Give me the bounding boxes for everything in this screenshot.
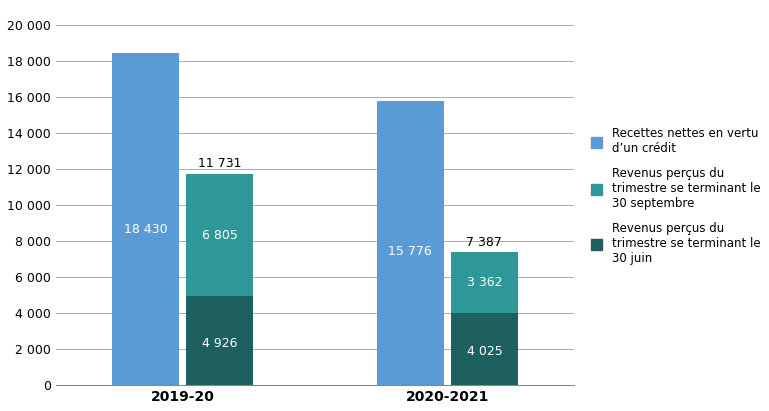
Bar [186,296,253,385]
Bar [377,101,444,385]
Text: 7 387: 7 387 [467,236,502,249]
Legend: Recettes nettes en vertu
d’un crédit, Revenus perçus du
trimestre se terminant l: Recettes nettes en vertu d’un crédit, Re… [591,127,761,265]
Text: 4 926: 4 926 [202,337,238,350]
Text: 6 805: 6 805 [201,229,238,242]
Text: 11 731: 11 731 [198,157,241,170]
Bar [451,313,518,385]
Text: 18 430: 18 430 [124,223,168,236]
Text: 3 362: 3 362 [467,276,502,289]
Text: 15 776: 15 776 [388,245,432,258]
Bar [186,174,253,296]
Text: 4 025: 4 025 [467,344,502,358]
Bar [112,53,179,385]
Bar [451,252,518,313]
